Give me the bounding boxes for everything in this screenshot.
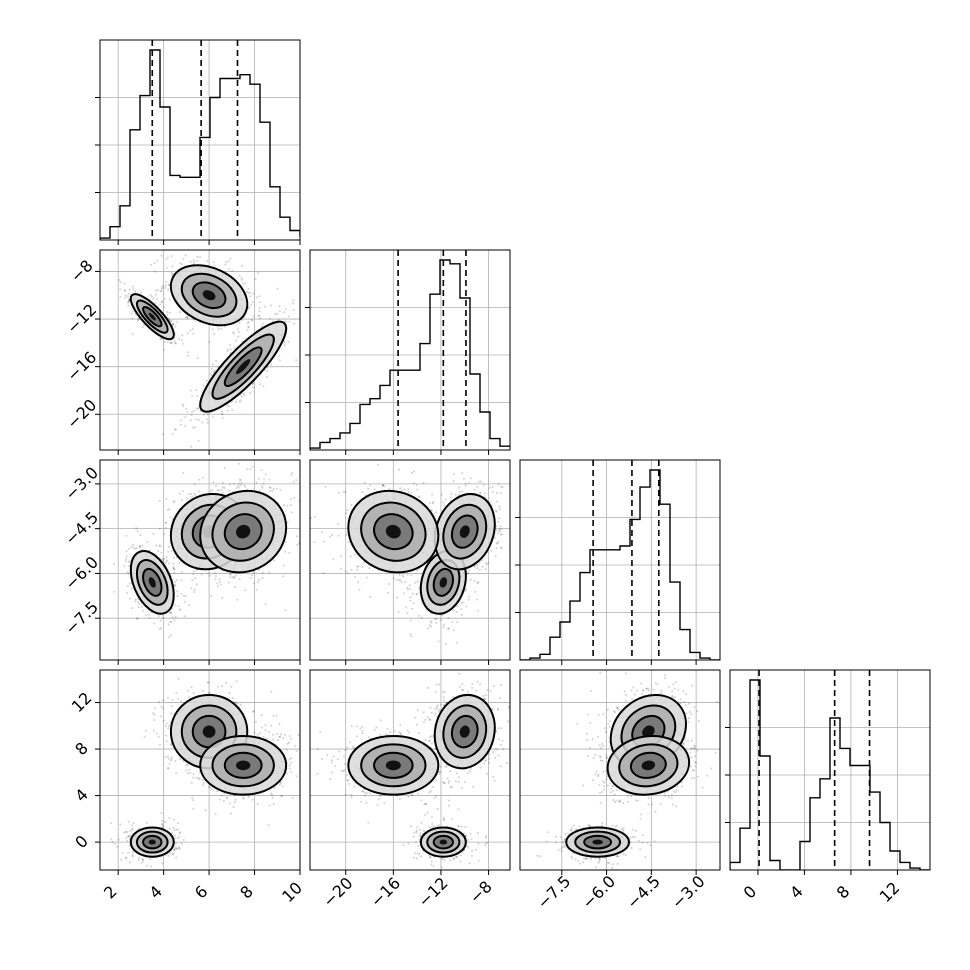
contour-mode-0 bbox=[129, 293, 175, 341]
contour-level bbox=[148, 839, 156, 845]
y-tick-label: 0 bbox=[71, 831, 92, 852]
density-panel-p0-p2: −7.5−6.0−4.5−3.0 bbox=[61, 459, 301, 665]
y-tick-label: −8 bbox=[67, 256, 97, 286]
y-tick-label: −16 bbox=[63, 348, 100, 385]
contour-level bbox=[148, 312, 156, 321]
y-tick-label: 8 bbox=[71, 738, 92, 759]
contour-level bbox=[439, 839, 448, 845]
contour-mode-1 bbox=[433, 493, 496, 571]
contour-mode-2 bbox=[347, 489, 440, 574]
hist-panel-p3: 0 4 8 12 bbox=[725, 669, 931, 906]
histogram-p1 bbox=[310, 259, 510, 450]
density-panel-p0-p3: 0 4 8 12 2 4 6 8 10 bbox=[68, 669, 306, 906]
density-panel-p1-p3: −20 −16 −12 −8 bbox=[309, 669, 511, 911]
contour-level bbox=[642, 725, 655, 738]
panel-frame bbox=[99, 669, 301, 871]
histogram-p3 bbox=[730, 679, 930, 870]
panel-frame bbox=[99, 249, 301, 451]
contour-level bbox=[202, 290, 216, 301]
x-tick-label: 4 bbox=[786, 882, 807, 903]
contour-mode-0 bbox=[565, 826, 630, 858]
y-tick-label: 12 bbox=[68, 688, 96, 716]
density-panel-p2-p3: −7.5 −6.0 −4.5 −3.0 bbox=[519, 669, 721, 913]
panel-frame bbox=[309, 249, 511, 451]
panel-frame bbox=[309, 669, 511, 871]
x-tick-label: −4.5 bbox=[623, 872, 664, 913]
y-tick-label: −12 bbox=[63, 300, 100, 337]
contour-mode-1 bbox=[169, 264, 249, 327]
y-tick-label: −20 bbox=[63, 395, 100, 432]
contour-level bbox=[236, 760, 251, 771]
contour-level bbox=[459, 725, 470, 738]
contour-level bbox=[385, 524, 401, 539]
hist-panel-p0 bbox=[95, 39, 301, 245]
x-tick-label: 8 bbox=[833, 882, 854, 903]
panel-frame bbox=[99, 39, 301, 241]
panel-frame bbox=[519, 459, 721, 661]
x-tick-label: 10 bbox=[278, 878, 306, 906]
panel-frame bbox=[99, 459, 301, 661]
y-tick-label: 4 bbox=[71, 785, 92, 806]
x-tick-label: −8 bbox=[466, 877, 496, 907]
histogram-p2 bbox=[520, 469, 720, 660]
x-tick-label: 2 bbox=[100, 882, 121, 903]
contour-level bbox=[202, 725, 216, 738]
contour-mode-2 bbox=[199, 320, 288, 413]
contour-mode-0 bbox=[419, 826, 467, 858]
contour-level bbox=[148, 577, 156, 588]
x-tick-label: 4 bbox=[145, 882, 166, 903]
x-tick-label: 0 bbox=[740, 882, 761, 903]
x-tick-label: −7.5 bbox=[533, 872, 574, 913]
contour-level bbox=[641, 760, 656, 771]
x-tick-label: 8 bbox=[236, 882, 257, 903]
panel-frame bbox=[729, 669, 931, 871]
panel-frame bbox=[519, 669, 721, 871]
contour-mode-2 bbox=[199, 489, 288, 574]
contour-mode-0 bbox=[129, 550, 175, 615]
contour-mode-2 bbox=[199, 735, 288, 796]
x-tick-label: −16 bbox=[367, 873, 404, 910]
density-panel-p1-p2 bbox=[309, 459, 511, 665]
contour-level bbox=[385, 760, 401, 771]
contour-level bbox=[236, 359, 251, 375]
contour-mode-0 bbox=[129, 826, 175, 858]
histogram-p0 bbox=[100, 49, 300, 240]
panel-frame bbox=[309, 459, 511, 661]
x-tick-label: −3.0 bbox=[668, 872, 709, 913]
contour-level bbox=[592, 839, 603, 845]
density-panel-p0-p1: −20 −16 −12 −8 bbox=[63, 249, 301, 455]
x-tick-label: −6.0 bbox=[578, 872, 619, 913]
contour-mode-2 bbox=[606, 735, 691, 796]
x-tick-label: −20 bbox=[319, 873, 356, 910]
contour-mode-1 bbox=[433, 694, 496, 770]
x-tick-label: −12 bbox=[414, 873, 451, 910]
x-tick-label: 6 bbox=[191, 882, 212, 903]
contour-level bbox=[439, 577, 448, 588]
hist-panel-p2 bbox=[515, 459, 721, 665]
hist-panel-p1 bbox=[305, 249, 511, 455]
contour-level bbox=[459, 525, 470, 538]
contour-level bbox=[236, 524, 251, 539]
contour-mode-2 bbox=[347, 735, 440, 796]
x-tick-label: 12 bbox=[876, 878, 904, 906]
